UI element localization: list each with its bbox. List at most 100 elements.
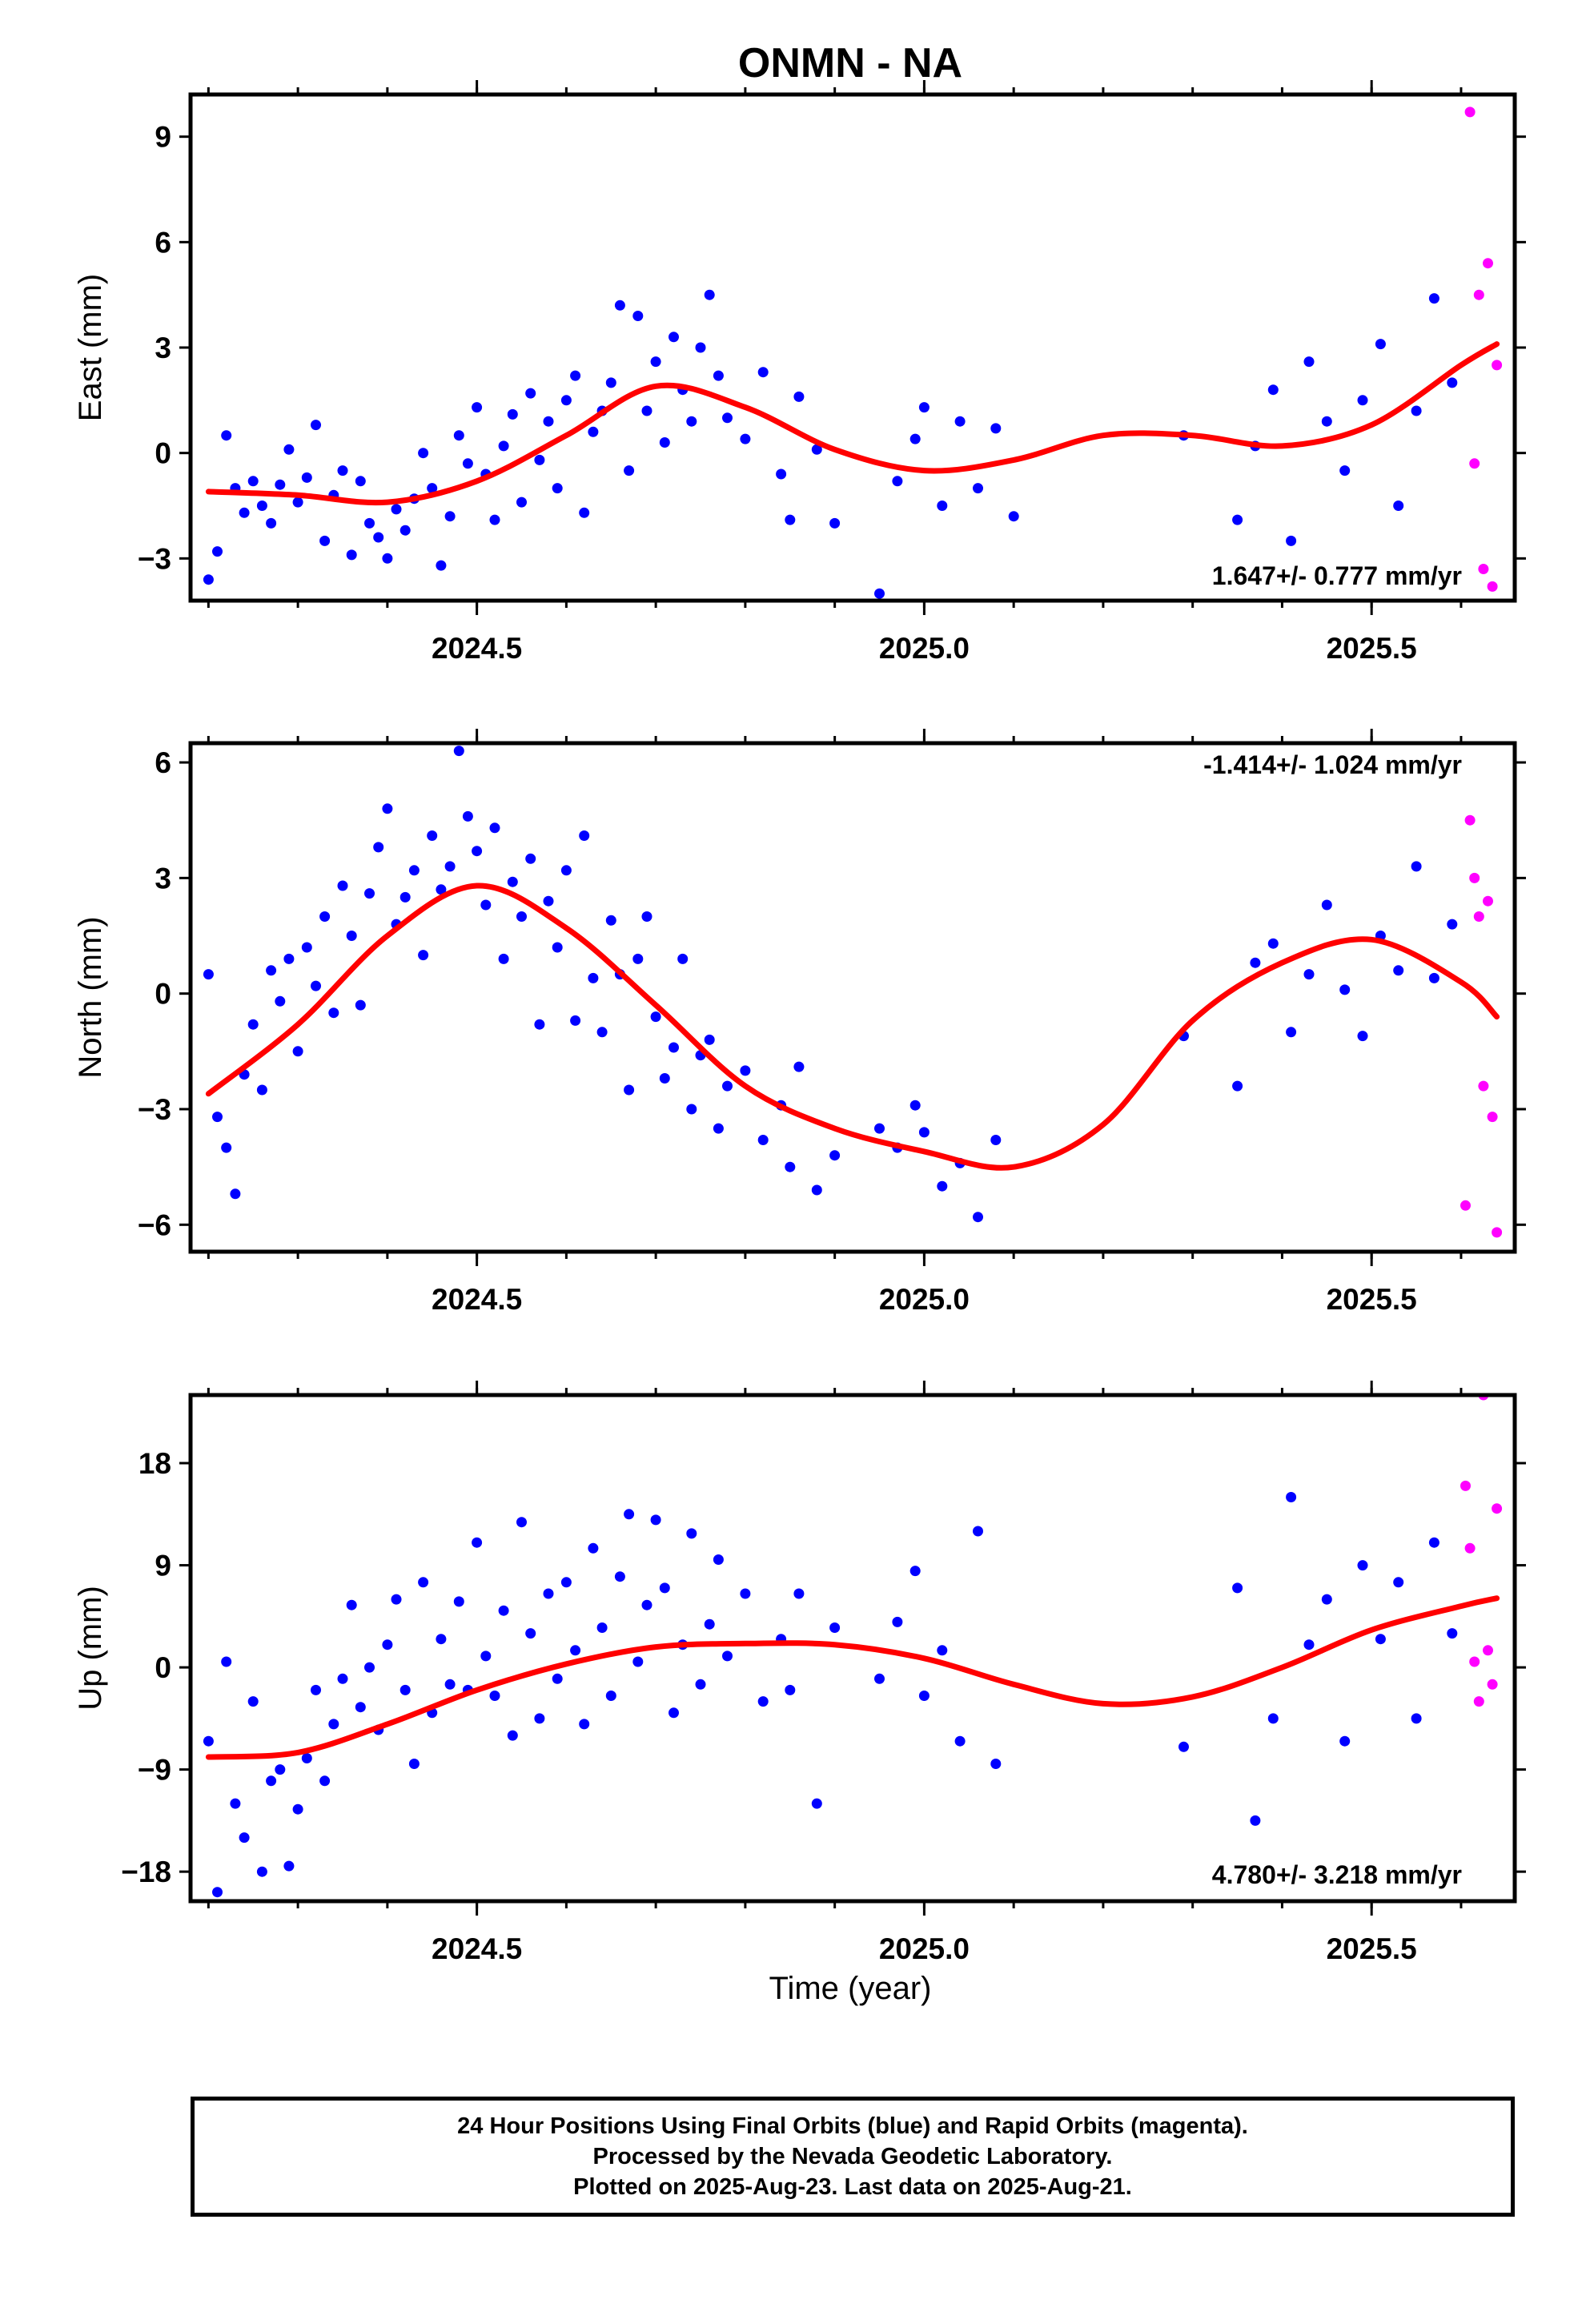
y-axis-label: Up (mm)	[73, 1586, 108, 1711]
final-orbit-point	[292, 497, 303, 508]
final-orbit-point	[507, 1730, 518, 1741]
final-orbit-point	[605, 1691, 616, 1701]
x-tick-label: 2024.5	[432, 1283, 522, 1316]
final-orbit-point	[543, 895, 554, 907]
final-orbit-point	[203, 969, 214, 980]
rapid-orbit-point	[1469, 458, 1480, 469]
final-orbit-point	[811, 444, 822, 455]
final-orbit-point	[937, 1180, 948, 1192]
final-orbit-point	[1250, 1815, 1261, 1826]
y-axis-label: East (mm)	[73, 274, 108, 421]
north-panel: 2024.5 2025.0 2025.5 −6 −3 0 3 6 North (mm) -1.41…	[73, 729, 1526, 1316]
final-orbit-point	[1250, 957, 1261, 968]
final-orbit-point	[892, 476, 903, 487]
plot-frame	[188, 92, 1517, 603]
rapid-orbit-point	[1483, 1645, 1493, 1656]
final-orbit-point	[247, 476, 259, 487]
final-orbit-point	[918, 1691, 930, 1701]
rapid-orbit-point	[1473, 289, 1484, 300]
caption-line-3: Plotted on 2025-Aug-23. Last data on 202…	[573, 2174, 1132, 2200]
final-orbit-point	[552, 1673, 563, 1684]
final-orbit-point	[1303, 1639, 1315, 1651]
final-orbit-point	[1286, 1027, 1297, 1038]
final-orbit-point	[436, 1634, 447, 1645]
final-orbit-point	[570, 1015, 581, 1026]
final-orbit-point	[740, 433, 751, 444]
final-orbit-point	[669, 332, 679, 343]
rate-label: 1.647+/- 0.777 mm/yr	[1212, 561, 1462, 590]
final-orbit-point	[614, 300, 625, 311]
y-tick-label: 9	[155, 121, 171, 154]
final-orbit-point	[776, 468, 787, 480]
final-orbit-point	[256, 1084, 267, 1096]
final-orbit-point	[918, 402, 930, 413]
final-orbit-point	[1008, 511, 1019, 522]
rapid-orbit-point	[1464, 107, 1476, 118]
final-orbit-point	[605, 915, 616, 926]
final-orbit-point	[221, 1142, 232, 1153]
final-orbit-point	[1411, 405, 1422, 416]
final-orbit-point	[659, 1073, 670, 1084]
final-orbit-point	[793, 391, 805, 402]
final-orbit-point	[1357, 1560, 1368, 1571]
rapid-orbit-point	[1492, 1503, 1503, 1514]
final-orbit-point	[543, 1588, 554, 1599]
final-orbit-point	[677, 953, 689, 964]
x-tick-label: 2025.0	[879, 1932, 970, 1965]
final-orbit-point	[1232, 1582, 1243, 1594]
final-orbit-point	[757, 1135, 769, 1145]
y-tick-label: −6	[138, 1208, 171, 1241]
final-orbit-point	[874, 1123, 885, 1134]
caption-box: 24 Hour Positions Using Final Orbits (bl…	[191, 2097, 1515, 2217]
final-orbit-point	[311, 1684, 321, 1695]
final-orbit-point	[247, 1019, 259, 1030]
final-orbit-point	[1357, 1031, 1368, 1042]
rapid-orbit-point	[1483, 258, 1493, 269]
final-orbit-point	[1232, 1080, 1243, 1092]
final-orbit-point	[632, 311, 644, 321]
rapid-orbit-point	[1464, 814, 1476, 826]
final-orbit-point	[1178, 1741, 1189, 1752]
final-orbit-point	[560, 1577, 572, 1588]
rapid-orbit-point	[1473, 911, 1484, 922]
caption-line-1: 24 Hour Positions Using Final Orbits (bl…	[457, 2113, 1248, 2139]
final-orbit-point	[605, 377, 616, 388]
final-orbit-point	[444, 1679, 456, 1690]
final-orbit-point	[266, 965, 277, 976]
final-orbit-point	[247, 1696, 259, 1707]
final-orbit-point	[1286, 535, 1297, 546]
final-orbit-point	[319, 535, 331, 546]
final-orbit-point	[418, 1577, 429, 1588]
final-orbit-point	[659, 1582, 670, 1594]
final-orbit-point	[713, 1123, 724, 1134]
final-orbit-point	[472, 846, 483, 857]
rapid-orbit-point	[1473, 1696, 1484, 1707]
final-orbit-point	[793, 1588, 805, 1599]
final-orbit-point	[212, 546, 223, 557]
final-orbit-point	[722, 412, 733, 424]
final-orbit-point	[1393, 501, 1404, 511]
final-orbit-point	[516, 911, 527, 922]
final-orbit-point	[1286, 1492, 1297, 1502]
final-orbit-point	[418, 448, 429, 459]
final-orbit-point	[453, 1596, 464, 1607]
y-tick-label: −9	[138, 1754, 171, 1787]
final-orbit-point	[1339, 465, 1351, 476]
final-orbit-point	[909, 1566, 921, 1577]
final-orbit-point	[373, 842, 384, 853]
final-orbit-point	[624, 1084, 635, 1096]
final-orbit-point	[408, 1759, 420, 1769]
final-orbit-point	[507, 408, 518, 420]
final-orbit-point	[757, 1696, 769, 1707]
final-orbit-point	[811, 1798, 822, 1809]
final-orbit-point	[552, 942, 563, 953]
rapid-orbit-point	[1478, 564, 1489, 574]
final-orbit-point	[892, 1616, 903, 1627]
final-orbit-point	[346, 1599, 357, 1610]
final-orbit-point	[355, 999, 366, 1011]
final-orbit-point	[275, 995, 286, 1007]
final-orbit-point	[1357, 395, 1368, 406]
final-orbit-point	[570, 1645, 581, 1656]
final-orbit-point	[632, 1656, 644, 1667]
fit-curve	[205, 341, 1500, 506]
